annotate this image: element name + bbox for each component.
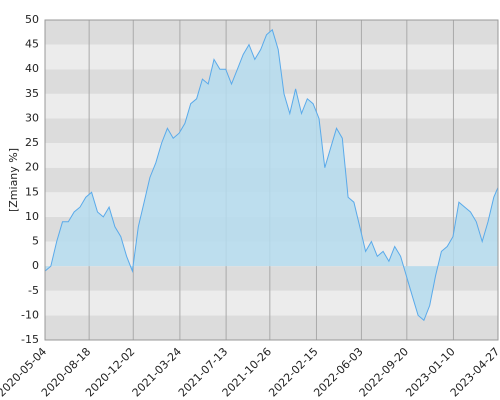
line [44, 28, 499, 322]
grid-band [45, 315, 498, 340]
y-tick-label: 40 [25, 62, 39, 75]
y-tick-label: 0 [32, 259, 39, 272]
y-tick-label: 20 [25, 161, 39, 174]
y-tick-label: 25 [25, 136, 39, 149]
y-tick-label: 30 [25, 111, 39, 124]
y-tick-label: 50 [25, 13, 39, 26]
y-tick-label: 45 [25, 38, 39, 51]
area [45, 29, 498, 321]
y-tick-label: 35 [25, 87, 39, 100]
plot-frame [44, 19, 499, 341]
y-tick-label: 10 [25, 210, 39, 223]
y-tick-label: 5 [32, 235, 39, 248]
y-tick-label: -10 [21, 308, 39, 321]
x-tick-label: 2022-09-20 [357, 345, 411, 399]
y-tick-label: 15 [25, 185, 39, 198]
y-axis-label: [Zmiany %] [7, 148, 20, 212]
y-tick-label: -5 [28, 284, 39, 297]
y-tick-label: -15 [21, 333, 39, 346]
